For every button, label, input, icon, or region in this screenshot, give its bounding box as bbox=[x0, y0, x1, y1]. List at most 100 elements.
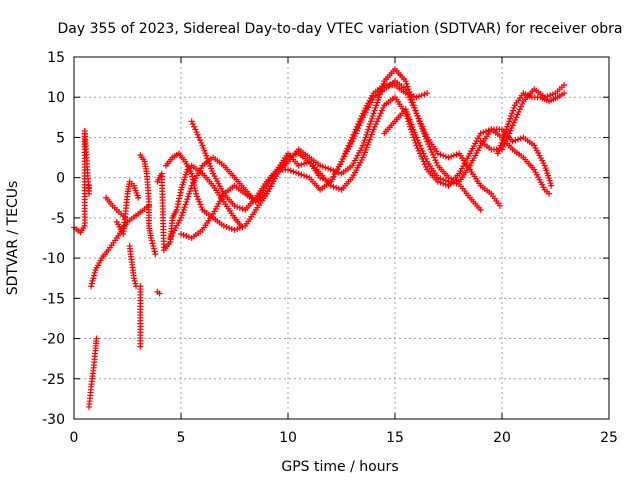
data-point bbox=[220, 222, 227, 229]
data-point bbox=[407, 96, 414, 103]
data-point bbox=[504, 133, 511, 140]
data-point bbox=[445, 178, 452, 185]
data-point bbox=[502, 129, 509, 136]
data-point bbox=[180, 231, 187, 238]
data-point bbox=[90, 272, 97, 279]
data-point bbox=[434, 174, 441, 181]
data-point bbox=[182, 201, 189, 208]
data-point bbox=[496, 202, 503, 209]
data-point bbox=[148, 237, 155, 244]
data-point bbox=[350, 135, 357, 142]
data-point bbox=[192, 187, 199, 194]
data-point bbox=[375, 96, 382, 103]
series-track-h bbox=[137, 152, 159, 258]
data-point bbox=[418, 145, 425, 152]
data-point bbox=[193, 129, 200, 136]
data-point bbox=[432, 157, 439, 164]
data-point bbox=[500, 143, 507, 150]
data-point bbox=[430, 151, 437, 158]
data-point bbox=[173, 206, 180, 213]
data-point bbox=[442, 177, 449, 184]
data-point bbox=[365, 126, 372, 133]
data-point bbox=[239, 223, 246, 230]
data-point bbox=[500, 134, 507, 141]
data-point bbox=[518, 103, 525, 110]
grid bbox=[74, 57, 609, 419]
data-point bbox=[90, 275, 97, 282]
series-track-a bbox=[71, 128, 92, 236]
data-point bbox=[236, 204, 243, 211]
data-point bbox=[322, 164, 329, 171]
data-point bbox=[317, 174, 324, 181]
data-point bbox=[239, 205, 246, 212]
data-point bbox=[420, 126, 427, 133]
data-point bbox=[194, 131, 201, 138]
data-point bbox=[93, 335, 100, 342]
data-point bbox=[413, 94, 420, 101]
data-point bbox=[414, 112, 421, 119]
data-point bbox=[132, 280, 139, 287]
data-point bbox=[287, 167, 294, 174]
data-point bbox=[231, 202, 238, 209]
data-point bbox=[422, 155, 429, 162]
data-point bbox=[517, 135, 524, 142]
data-point bbox=[547, 92, 554, 99]
data-point bbox=[507, 127, 514, 134]
y-tick-label: -15 bbox=[42, 291, 65, 307]
series-track-f bbox=[126, 243, 140, 290]
data-point bbox=[370, 110, 377, 117]
data-point bbox=[477, 206, 484, 213]
x-tick-label: 20 bbox=[493, 430, 511, 446]
data-point bbox=[236, 224, 243, 231]
data-point bbox=[546, 190, 553, 197]
y-tick-label: 0 bbox=[56, 171, 65, 187]
data-point bbox=[196, 198, 203, 205]
data-point bbox=[333, 184, 340, 191]
series-track-n bbox=[188, 78, 503, 213]
data-point bbox=[412, 107, 419, 114]
data-point bbox=[504, 123, 511, 130]
data-point bbox=[88, 283, 95, 290]
data-point bbox=[374, 118, 381, 125]
data-point bbox=[549, 91, 556, 98]
data-point bbox=[189, 121, 196, 128]
data-point bbox=[290, 168, 297, 175]
data-point bbox=[223, 223, 230, 230]
data-point bbox=[450, 152, 457, 159]
series-track-g bbox=[137, 283, 144, 350]
data-point bbox=[371, 107, 378, 114]
data-point bbox=[181, 204, 188, 211]
data-point bbox=[548, 182, 555, 189]
data-point bbox=[175, 198, 182, 205]
data-point bbox=[510, 104, 517, 111]
data-point bbox=[179, 209, 186, 216]
data-point bbox=[422, 131, 429, 138]
series-track-c bbox=[88, 202, 152, 290]
x-tick-label: 5 bbox=[177, 430, 186, 446]
data-point bbox=[498, 139, 505, 146]
data-point bbox=[442, 153, 449, 160]
data-point bbox=[189, 173, 196, 180]
data-point bbox=[367, 118, 374, 125]
data-point bbox=[363, 131, 370, 138]
data-point bbox=[416, 118, 423, 125]
data-point bbox=[421, 91, 428, 98]
data-point bbox=[372, 121, 379, 128]
data-point bbox=[335, 185, 342, 192]
data-point bbox=[403, 80, 410, 87]
data-point bbox=[353, 127, 360, 134]
data-point bbox=[188, 118, 195, 125]
data-point bbox=[418, 92, 425, 99]
x-axis-label: GPS time / hours bbox=[281, 459, 398, 475]
data-point bbox=[191, 123, 198, 130]
data-point bbox=[303, 173, 310, 180]
data-point bbox=[180, 206, 187, 213]
data-point bbox=[301, 160, 308, 167]
data-point bbox=[178, 214, 184, 221]
data-point bbox=[561, 90, 568, 97]
data-point bbox=[480, 129, 487, 136]
data-point bbox=[437, 151, 444, 158]
data-point bbox=[415, 139, 422, 146]
data-point bbox=[437, 175, 444, 182]
